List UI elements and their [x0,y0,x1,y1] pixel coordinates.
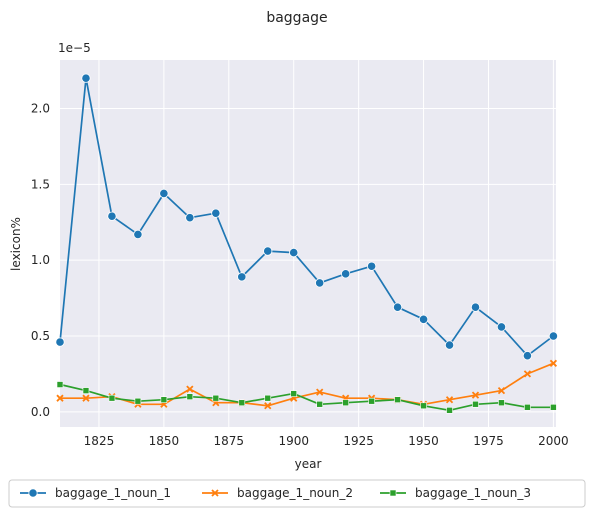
data-point [56,381,64,388]
data-point [548,331,559,341]
series-1 [55,73,559,361]
plot-area [60,60,556,427]
data-point [472,400,479,408]
data-point [211,208,221,218]
data-point [420,402,427,410]
x-tick-label: 1950 [408,434,439,448]
data-point [342,399,349,407]
data-point [368,397,375,405]
y-tick-label: 0.5 [31,329,50,343]
y-tick-label: 1.0 [31,253,50,267]
x-tick-label: 1925 [343,434,374,448]
legend-label: baggage_1_noun_1 [55,486,171,500]
data-point [134,397,142,405]
data-point [498,399,505,407]
data-point [108,394,116,402]
data-point [418,314,429,324]
series-group [55,73,559,414]
data-point [186,385,194,393]
legend-item-2: baggage_1_noun_2 [202,486,353,500]
data-point [264,402,272,410]
data-point [471,391,480,399]
legend-marker [28,488,38,498]
data-point [185,213,195,223]
data-point [470,302,481,312]
y-tick-label: 1.5 [31,177,50,191]
data-point [237,272,247,282]
series-line [60,362,554,407]
legend-marker [211,489,219,497]
data-point [522,351,533,361]
data-point [82,387,90,394]
data-point [446,407,453,414]
legend-label: baggage_1_noun_2 [237,486,353,500]
data-point [550,403,557,411]
data-point [56,394,64,402]
data-point [133,229,143,240]
data-point [159,188,169,199]
y-tick-label: 0.0 [31,405,50,419]
legend-item-1: baggage_1_noun_1 [20,486,171,500]
legend-item-3: baggage_1_noun_3 [380,486,531,500]
x-tick-label: 1825 [84,434,115,448]
data-point [315,278,325,288]
data-point [316,400,323,408]
data-point [238,399,246,407]
series-line [59,383,554,412]
legend-frame [8,479,586,508]
data-point [496,322,507,332]
data-point [549,359,558,367]
data-point [186,393,194,400]
x-axis-label: year [295,457,322,471]
x-tick-label: 1850 [149,434,180,448]
data-point [107,211,117,221]
data-point [290,390,298,397]
data-point [160,396,168,404]
data-point [524,403,531,411]
chart-title: baggage [266,10,327,26]
y-tick-label: 2.0 [31,102,50,116]
legend-marker [389,489,397,497]
data-point [289,247,299,258]
data-point [55,337,65,347]
data-point [341,269,351,279]
data-point [316,388,324,396]
x-tick-label: 2000 [538,434,569,448]
data-point [497,386,506,395]
legend: baggage_1_noun_1 baggage_1_noun_2 baggage_… [8,479,586,508]
data-point [523,370,532,378]
legend-label: baggage_1_noun_3 [415,486,531,500]
data-point [445,396,454,404]
data-point [212,394,220,402]
data-point [264,394,272,402]
data-point [444,340,455,350]
y-tick-labels: 0.0 0.5 1.0 1.5 2.0 [31,102,50,419]
x-tick-label: 1975 [473,434,504,448]
data-point [81,73,91,83]
series-3 [56,381,557,414]
series-line [59,77,554,357]
y-axis-label: lexicon% [9,217,23,271]
data-point [367,261,377,271]
y-multiplier-label: 1e−5 [58,41,91,55]
data-point [82,394,90,402]
data-point [392,302,403,312]
data-point [263,246,273,256]
x-tick-label: 1875 [214,434,245,448]
x-tick-labels: 1825 1850 1875 1900 1925 1950 1975 2000 [84,434,569,448]
data-point [394,396,401,404]
x-tick-label: 1900 [278,434,309,448]
